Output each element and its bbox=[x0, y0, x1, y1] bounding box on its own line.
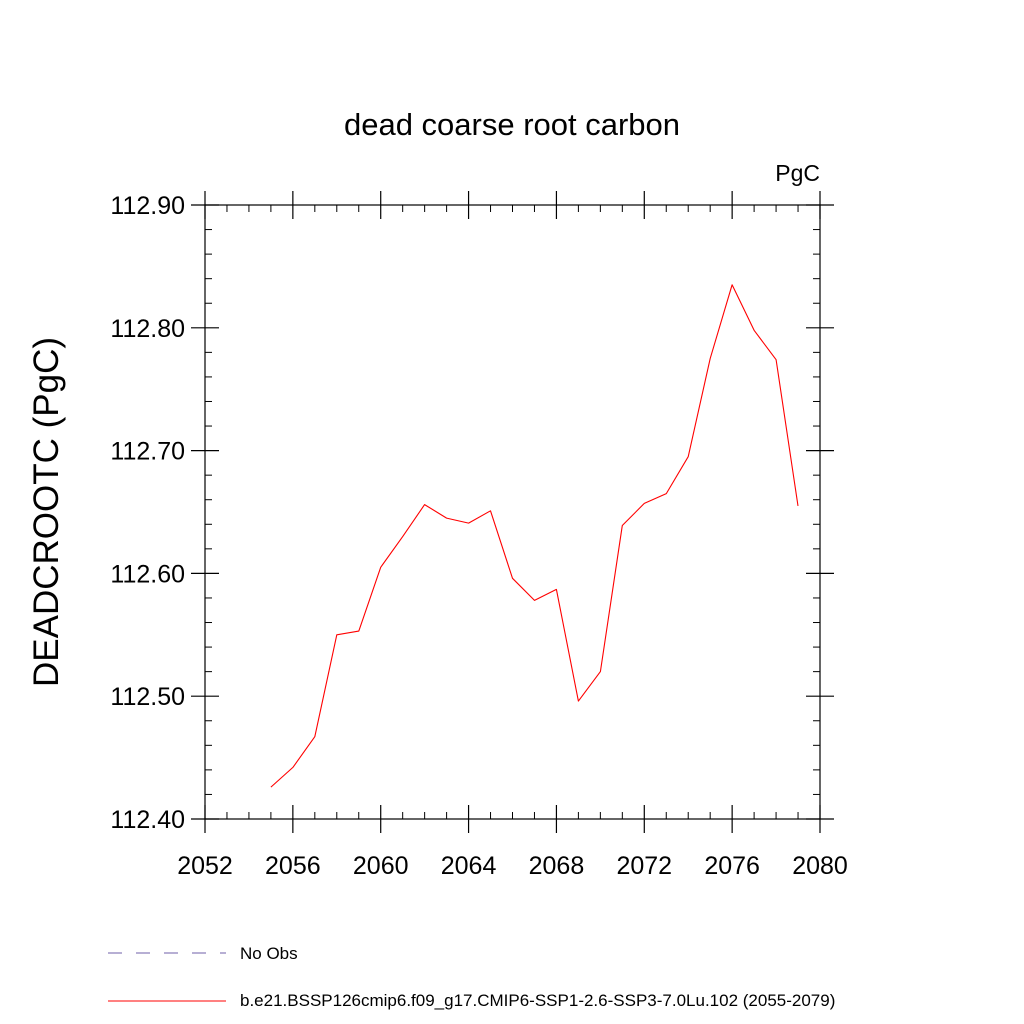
y-tick-labels: 112.40 112.50 112.60 112.70 112.80 112.90 bbox=[110, 192, 185, 834]
y-tick-label: 112.40 bbox=[110, 806, 185, 834]
x-tick-label: 2072 bbox=[616, 852, 672, 880]
y-axis-label: DEADCROOTC (PgC) bbox=[27, 337, 66, 687]
minor-ticks bbox=[205, 205, 820, 819]
plot-frame bbox=[204, 204, 821, 820]
x-tick-label: 2052 bbox=[177, 852, 233, 880]
x-tick-label: 2064 bbox=[441, 852, 497, 880]
legend-label-no-obs: No Obs bbox=[240, 944, 298, 963]
x-tick-label: 2080 bbox=[792, 852, 848, 880]
legend: No Obs b.e21.BSSP126cmip6.f09_g17.CMIP6-… bbox=[108, 944, 835, 1010]
y-tick-label: 112.80 bbox=[110, 315, 185, 343]
series-line bbox=[270, 284, 799, 788]
x-tick-label: 2060 bbox=[353, 852, 409, 880]
x-tick-label: 2076 bbox=[704, 852, 760, 880]
legend-label-model: b.e21.BSSP126cmip6.f09_g17.CMIP6-SSP1-2.… bbox=[240, 991, 835, 1010]
major-ticks bbox=[191, 191, 834, 833]
x-tick-label: 2056 bbox=[265, 852, 321, 880]
series-layer bbox=[270, 284, 799, 788]
chart-title: dead coarse root carbon bbox=[344, 107, 680, 142]
y-tick-label: 112.50 bbox=[110, 683, 185, 711]
x-tick-label: 2068 bbox=[529, 852, 585, 880]
y-tick-label: 112.90 bbox=[110, 192, 185, 220]
units-label: PgC bbox=[775, 160, 820, 186]
y-tick-label: 112.60 bbox=[110, 560, 185, 588]
x-tick-labels: 2052 2056 2060 2064 2068 2072 2076 2080 bbox=[177, 852, 848, 880]
y-tick-label: 112.70 bbox=[110, 438, 185, 466]
